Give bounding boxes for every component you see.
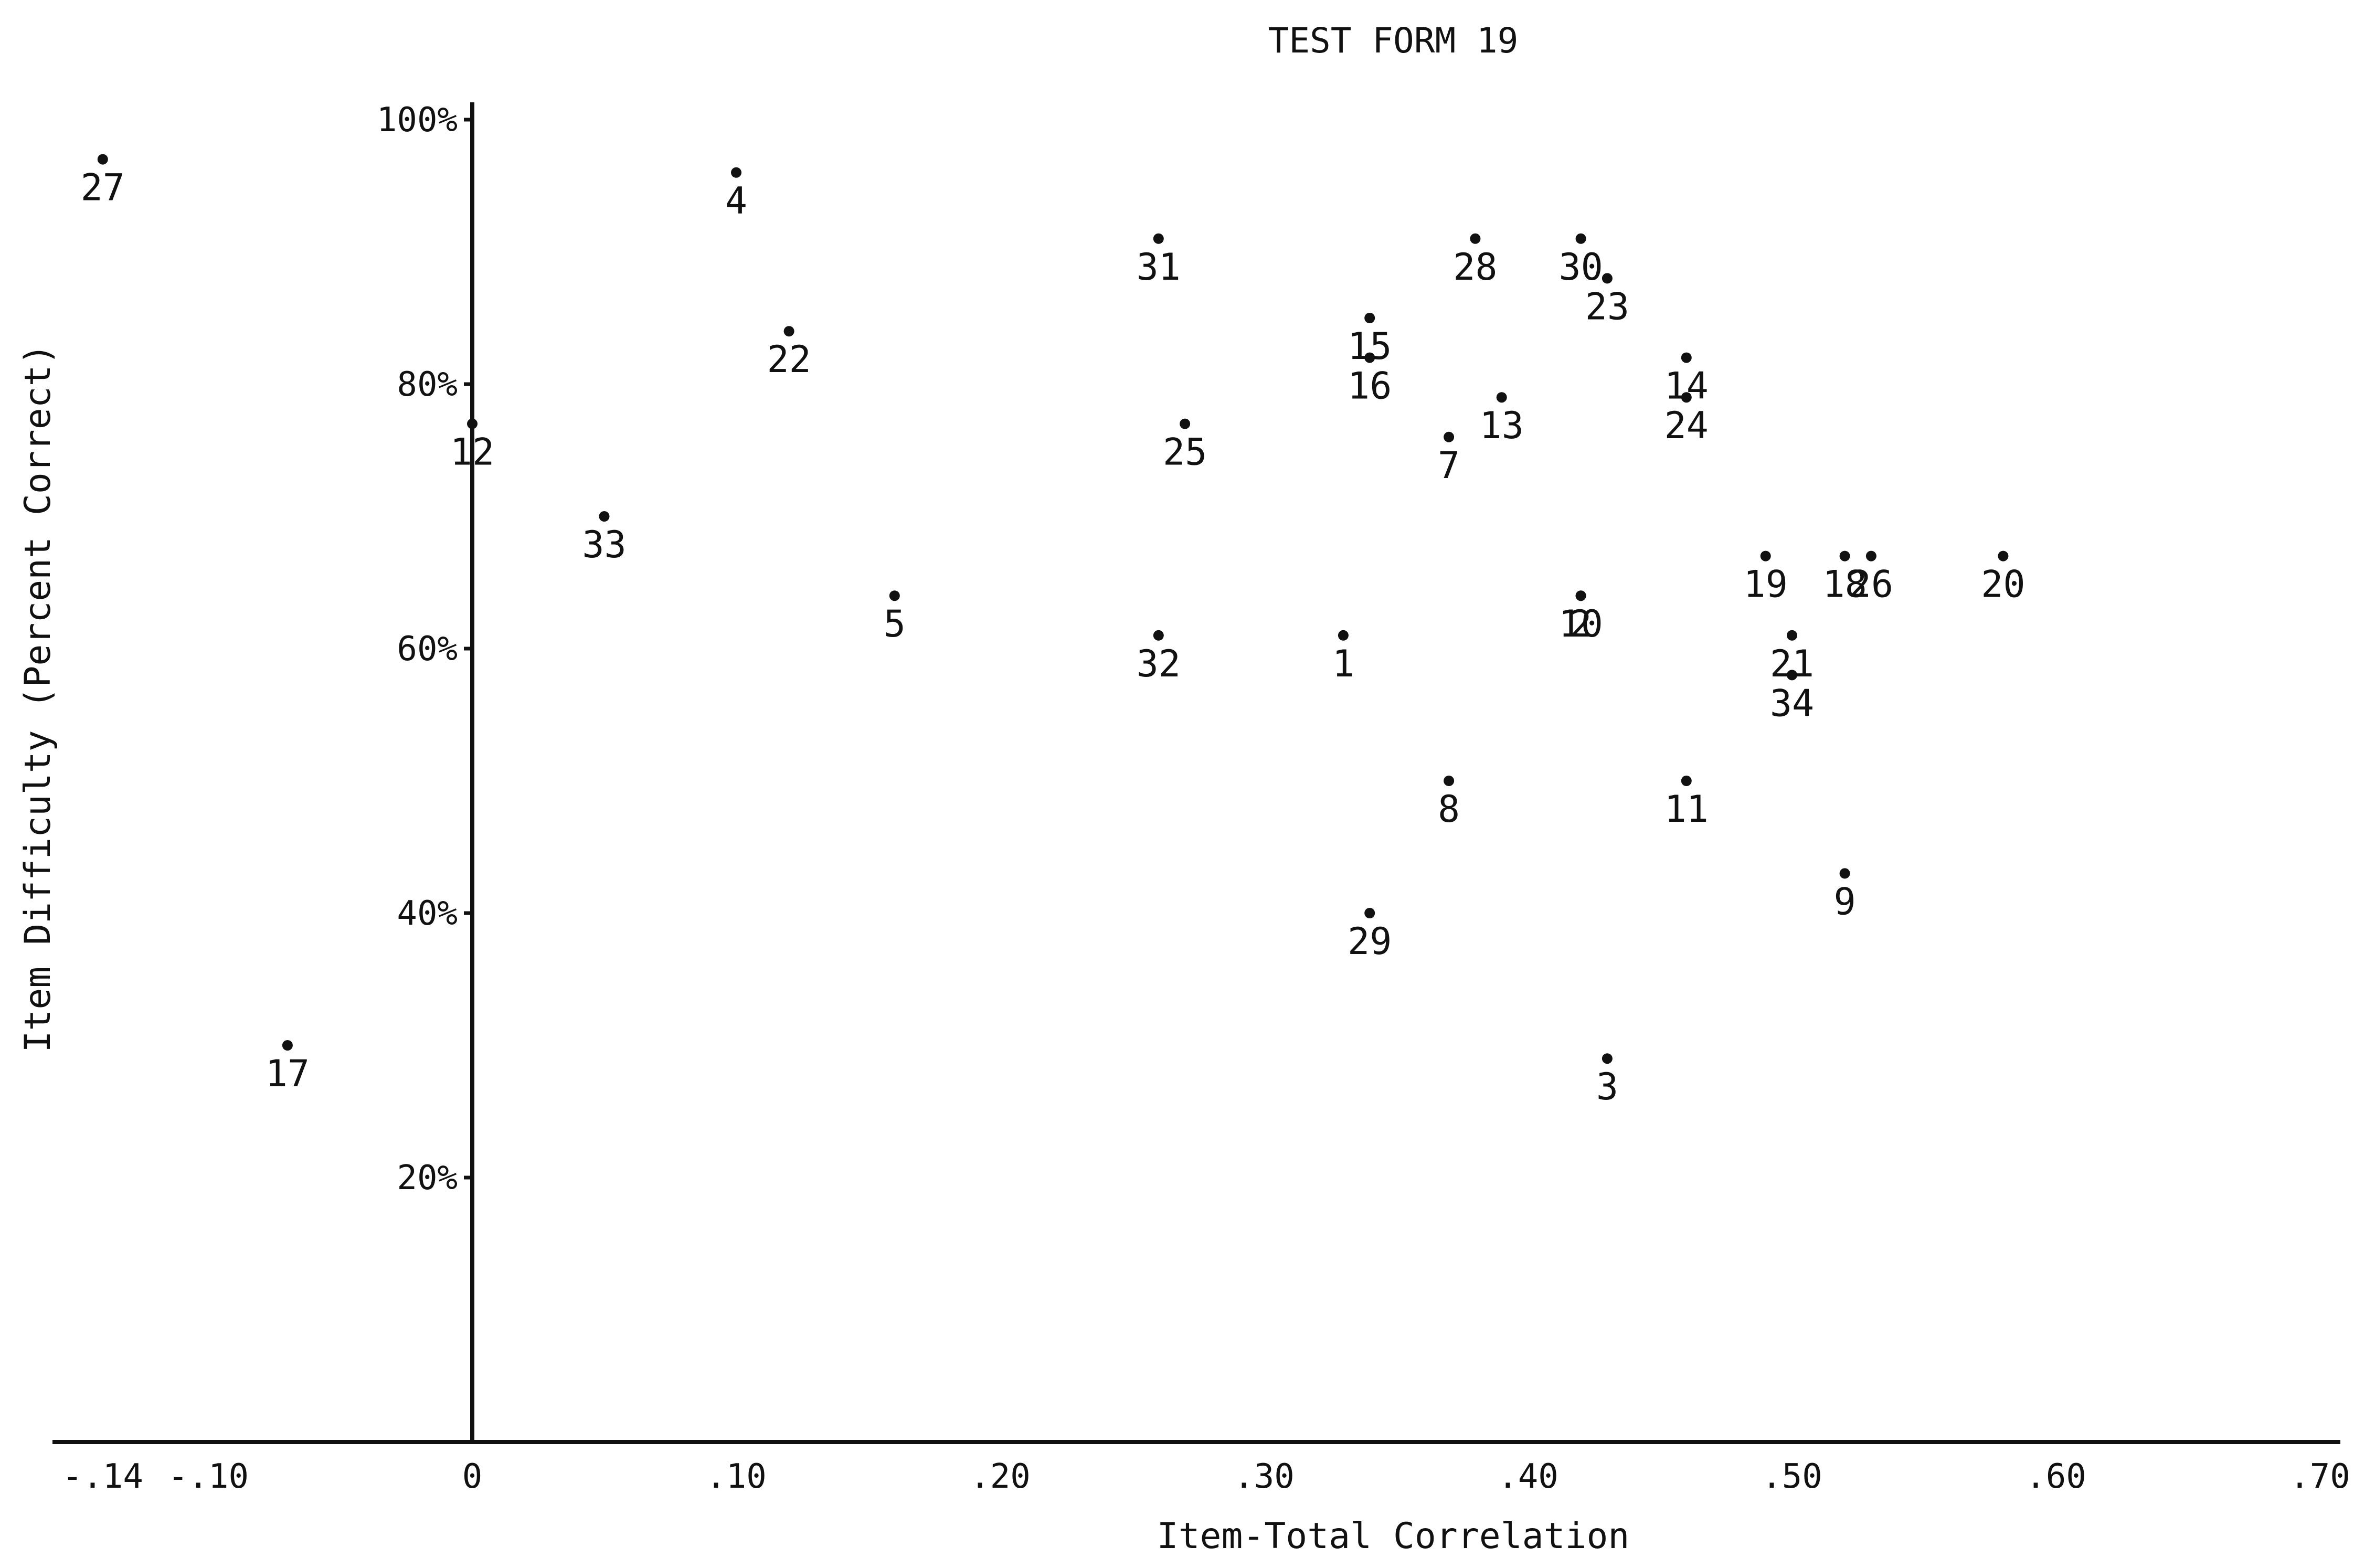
data-point-label: 20 [1981,563,2025,606]
y-axis-label: Item Difficulty (Percent Correct) [17,343,59,1052]
data-point-3 [1602,1053,1613,1064]
data-point-label: 30 [1558,246,1603,289]
data-point-32 [1153,630,1164,641]
x-tick-label: .10 [706,1457,767,1496]
data-point-8 [1444,776,1455,786]
data-point-label: 4 [725,179,747,223]
y-tick-label: 100% [377,101,458,140]
data-point-17 [282,1040,293,1051]
y-tick-label: 60% [397,630,458,669]
data-point-21 [1787,630,1797,641]
data-point-label: 32 [1137,642,1181,685]
x-tick-label: 0 [462,1457,483,1496]
data-point-29 [1364,908,1375,918]
data-point-label: 28 [1453,246,1497,289]
data-point-label: 18 [1822,563,1867,606]
data-point-22 [783,326,794,337]
data-point-label: 33 [582,523,626,566]
data-point-26 [1865,550,1876,561]
data-point-16 [1364,352,1375,363]
data-point-30 [1575,233,1586,244]
x-tick-label: .30 [1234,1457,1295,1496]
data-point-label: 27 [81,166,125,209]
data-point-10 [1575,590,1586,601]
data-point-13 [1496,392,1507,403]
data-point-1 [1338,630,1349,641]
data-point-25 [1180,418,1191,429]
data-point-label: 31 [1137,246,1181,289]
data-point-label: 34 [1770,682,1814,725]
data-point-label: 12 [450,431,494,474]
data-point-5 [889,590,900,601]
x-tick-label: .60 [2026,1457,2086,1496]
data-point-20 [1998,550,2009,561]
data-point-label: 16 [1348,365,1392,408]
data-point-label: 17 [266,1052,310,1095]
y-tick-label: 20% [397,1159,458,1198]
data-point-15 [1364,313,1375,323]
x-tick-label: .40 [1498,1457,1558,1496]
data-point-label: 10 [1558,602,1603,645]
x-axis-label: Item-Total Correlation [1157,1516,1630,1557]
x-tick-label: .70 [2289,1457,2350,1496]
data-point-label: 19 [1744,563,1788,606]
data-point-19 [1760,550,1771,561]
data-point-27 [97,154,108,165]
x-ticks: -.14 -.10 0 .10 .20 .30 .40 .50 .60 .70 [62,1457,2350,1496]
data-point-11 [1681,776,1692,786]
data-point-label: 9 [1834,880,1856,923]
chart-title: TEST FORM 19 [1268,20,1519,61]
data-point-label: 13 [1480,404,1524,447]
x-tick-label: -.14 [62,1457,143,1496]
data-point-label: 29 [1348,920,1392,963]
data-point-label: 3 [1596,1065,1618,1108]
x-tick-label: .20 [970,1457,1031,1496]
y-tick-label: 80% [397,365,458,404]
data-point-label: 2 [1570,602,1592,645]
data-point-label: 22 [767,338,811,381]
data-point-label: 23 [1585,285,1629,328]
y-ticks: 20% 40% 60% 80% 100% [377,101,472,1198]
data-point-label: 11 [1664,788,1709,831]
y-tick-label: 40% [397,894,458,933]
data-point-label: 8 [1438,788,1460,831]
data-point-18 [1839,550,1850,561]
data-point-14 [1681,352,1692,363]
data-point-24 [1681,392,1692,403]
data-point-label: 1 [1332,642,1354,685]
data-point-label: 25 [1163,431,1207,474]
data-point-28 [1470,233,1481,244]
data-point-31 [1153,233,1164,244]
data-point-23 [1602,273,1613,284]
data-point-label: 7 [1438,444,1460,487]
data-point-label: 5 [884,602,906,645]
data-point-7 [1444,431,1455,442]
x-tick-label: .50 [1762,1457,1822,1496]
data-point-12 [467,418,478,429]
data-point-label: 26 [1849,563,1893,606]
x-tick-label: -.10 [168,1457,249,1496]
data-point-label: 24 [1664,404,1709,447]
data-point-34 [1787,670,1797,681]
data-point-33 [599,511,610,522]
data-point-9 [1839,868,1850,879]
axes [52,102,2340,1444]
data-point-4 [731,167,741,178]
